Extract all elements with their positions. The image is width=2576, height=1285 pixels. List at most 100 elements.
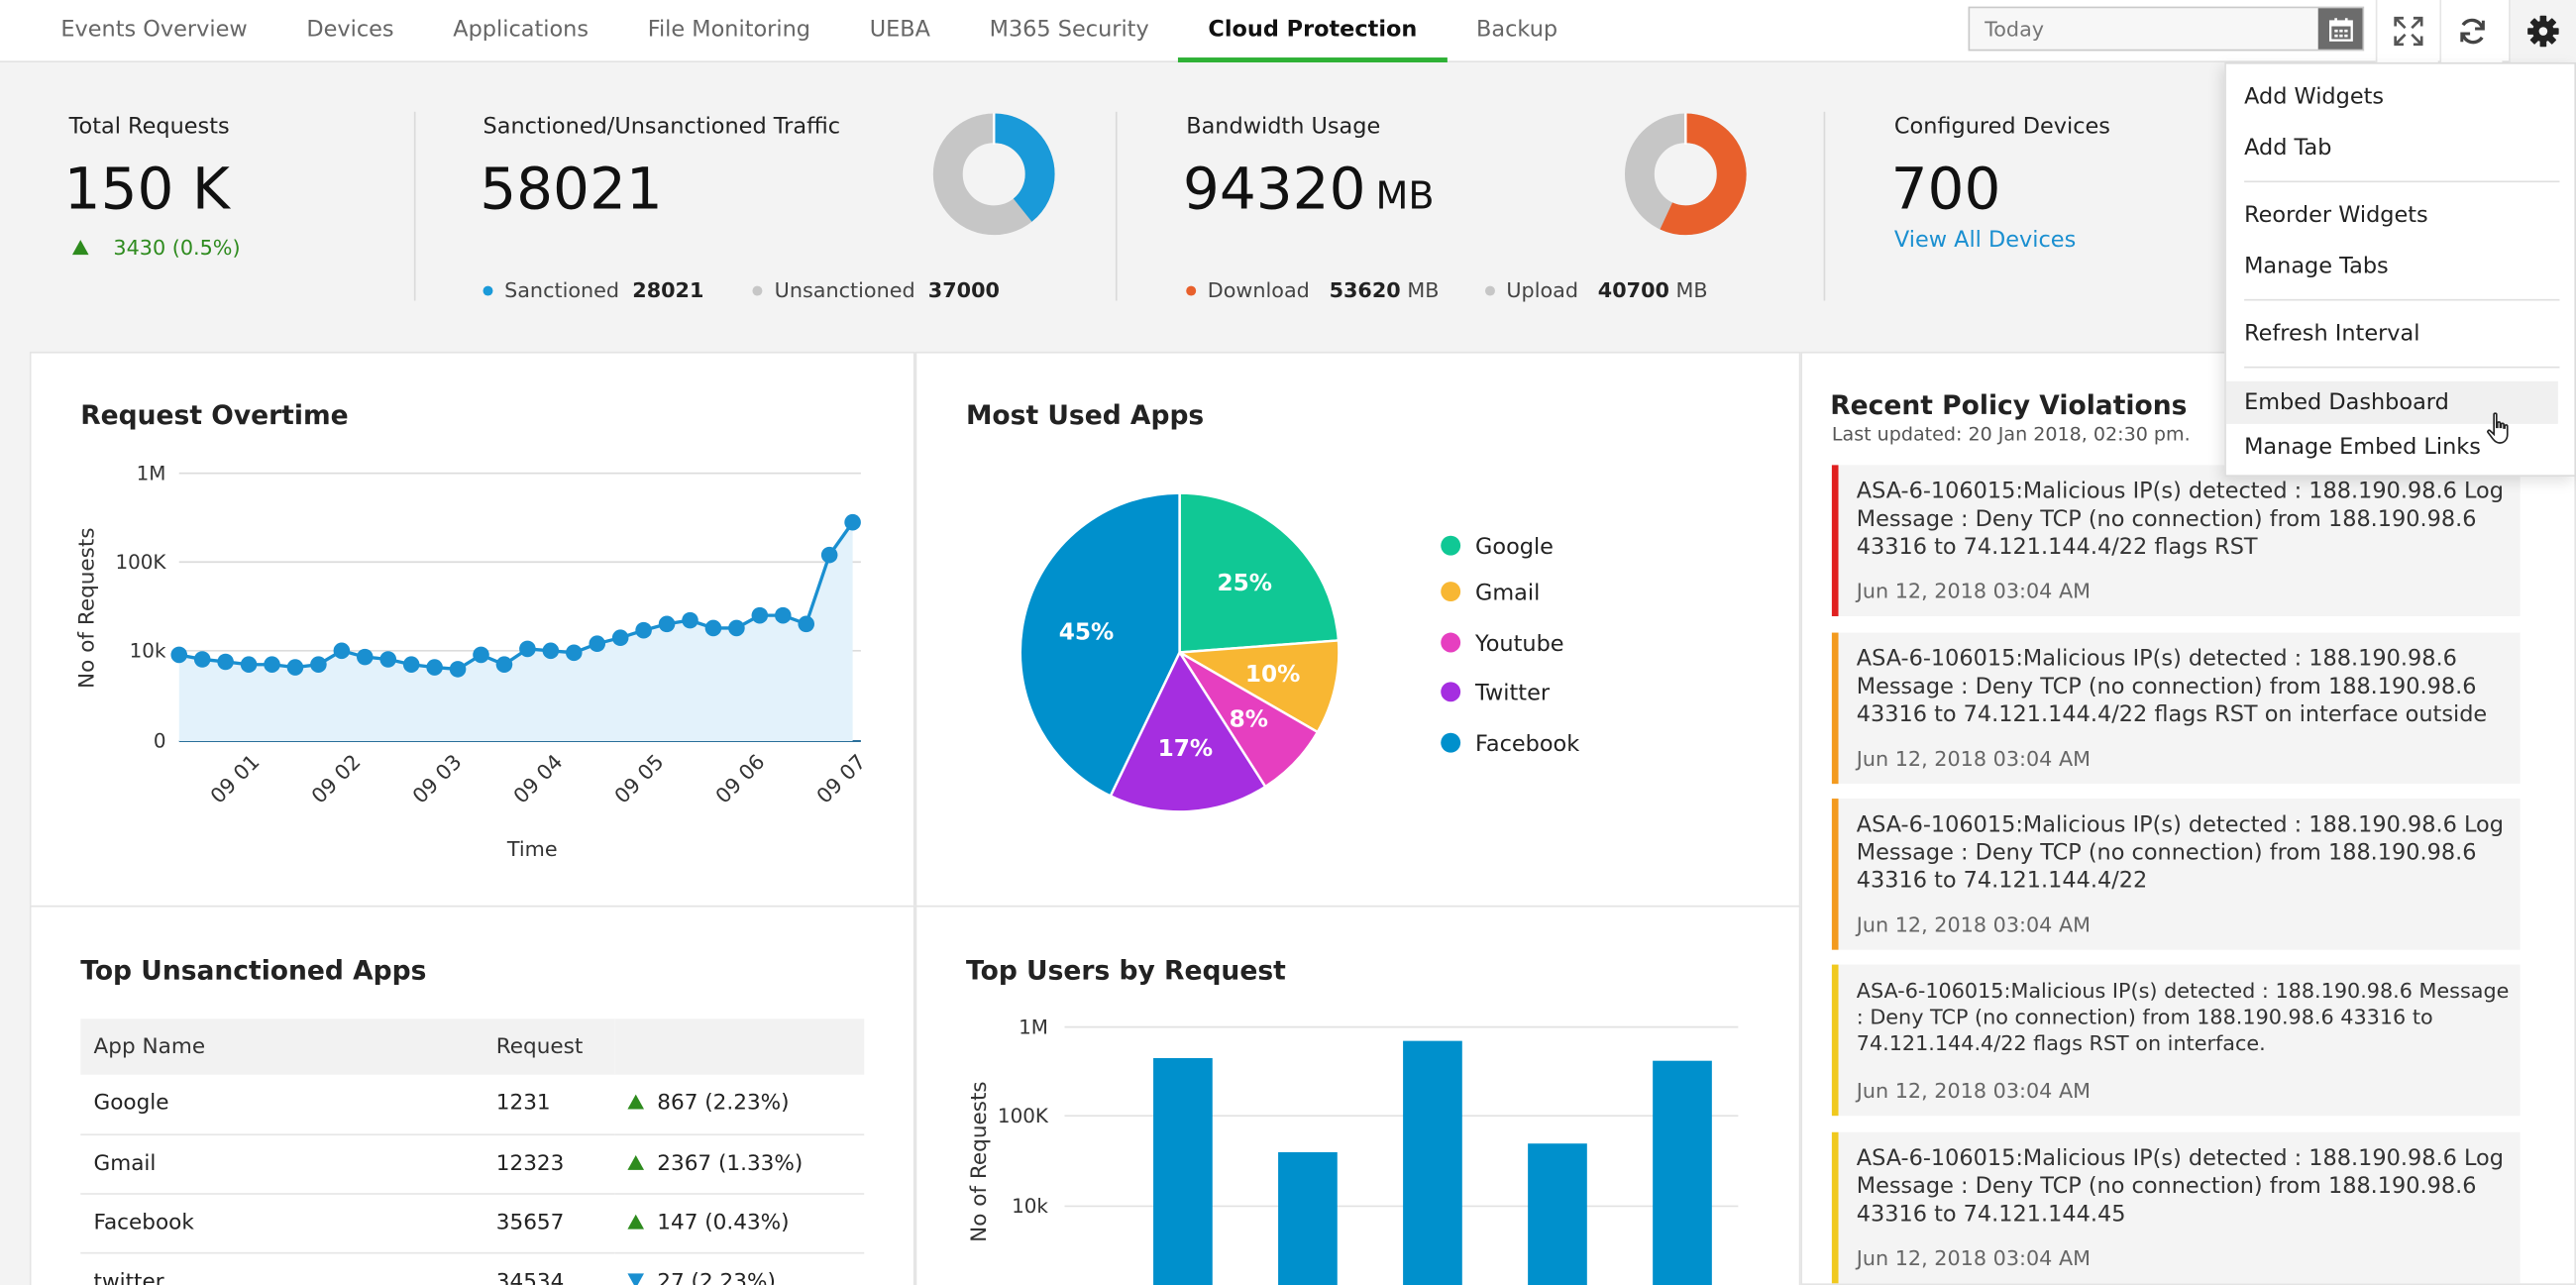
legend-swatch (1441, 732, 1461, 753)
data-point (589, 635, 606, 653)
x-axis-label: Time (506, 837, 558, 861)
violation-message: ASA-6-106015:Malicious IP(s) detected : … (1856, 811, 2504, 895)
tab-m365-security[interactable]: M365 Security (989, 16, 1149, 44)
data-point (217, 653, 234, 671)
data-point (565, 644, 583, 662)
tab-events-overview[interactable]: Events Overview (60, 16, 248, 44)
date-input[interactable] (1970, 8, 2318, 50)
settings-button[interactable] (2509, 0, 2576, 63)
menu-item-reorder-widgets[interactable]: Reorder Widgets (2244, 202, 2428, 229)
y-tick-label: 10k (1012, 1195, 1048, 1218)
bar (1653, 1060, 1712, 1285)
col-request[interactable]: Request (483, 1018, 615, 1075)
calendar-button[interactable] (2317, 8, 2363, 50)
data-point (473, 646, 489, 664)
data-point (333, 642, 351, 660)
tab-cloud-protection[interactable]: Cloud Protection (1178, 0, 1448, 63)
request-cell: 35657 (483, 1193, 615, 1253)
change-cell: 867 (2.23%) (614, 1074, 865, 1135)
bandwidth-legend: Download 53620 MB Upload 40700 MB (1186, 277, 1708, 302)
change-value: 2367 (1.33%) (657, 1150, 804, 1176)
devices-value: 700 (1890, 158, 2001, 224)
violation-message: ASA-6-106015:Malicious IP(s) detected : … (1856, 1145, 2504, 1228)
table-row[interactable]: Facebook 35657 147 (0.43%) (80, 1193, 865, 1253)
y-tick-label: 1M (137, 462, 166, 484)
triangle-up-icon (627, 1213, 645, 1229)
data-point (635, 621, 652, 639)
violation-item[interactable]: ASA-6-106015:Malicious IP(s) detected : … (1831, 465, 2521, 616)
legend-entry: Twitter (1474, 681, 1551, 706)
data-point (704, 619, 722, 637)
tab-ueba[interactable]: UEBA (869, 16, 930, 44)
data-point (193, 651, 211, 668)
total-requests-change: 3430 (0.5%) (71, 235, 241, 261)
upload-dot (1484, 284, 1495, 295)
menu-item-manage-embed-links[interactable]: Manage Embed Links (2244, 433, 2481, 461)
slice-label: 25% (1217, 570, 1272, 596)
y-tick-label: 1M (1019, 1016, 1048, 1038)
total-requests-title: Total Requests (68, 113, 230, 140)
menu-item-manage-tabs[interactable]: Manage Tabs (2244, 253, 2389, 279)
data-point (682, 611, 698, 629)
violation-item[interactable]: ASA-6-106015:Malicious IP(s) detected : … (1831, 1131, 2521, 1284)
x-tick-label: 09 06 (711, 750, 770, 808)
violation-item[interactable]: ASA-6-106015:Malicious IP(s) detected : … (1831, 964, 2521, 1117)
summary-row: Total Requests 150 K 3430 (0.5%) Sanctio… (0, 62, 2576, 349)
violation-time: Jun 12, 2018 03:04 AM (1856, 746, 2092, 771)
app-name-cell: Google (80, 1074, 483, 1135)
legend-entry: Google (1475, 534, 1554, 560)
data-point (844, 513, 861, 531)
data-point (170, 646, 188, 664)
view-all-devices-link[interactable]: View All Devices (1893, 226, 2077, 254)
bandwidth-donut (1624, 113, 1747, 236)
x-tick-label: 09 01 (206, 750, 265, 808)
unsanctioned-apps-table: App Name Request Google 1231 867 (2.23%)… (80, 1018, 865, 1285)
most-used-apps-title: Most Used Apps (966, 399, 1205, 431)
menu-item-refresh-interval[interactable]: Refresh Interval (2244, 320, 2420, 347)
change-value: 867 (2.23%) (657, 1091, 790, 1117)
menu-item-add-tab[interactable]: Add Tab (2244, 135, 2332, 161)
data-point (798, 615, 815, 633)
violation-item[interactable]: ASA-6-106015:Malicious IP(s) detected : … (1831, 799, 2521, 950)
divider (1823, 111, 1826, 301)
devices-card: Configured Devices 700 View All Devices (1825, 62, 2224, 349)
total-requests-change-value: 3430 (0.5%) (113, 235, 241, 261)
data-point (519, 640, 536, 658)
bandwidth-value: 94320 (1182, 158, 1366, 224)
tab-file-monitoring[interactable]: File Monitoring (647, 16, 811, 44)
total-requests-value: 150 K (63, 158, 230, 224)
violation-item[interactable]: ASA-6-106015:Malicious IP(s) detected : … (1831, 632, 2521, 785)
top-unsanctioned-apps-panel: Top Unsanctioned Apps App Name Request G… (29, 905, 915, 1285)
tab-applications[interactable]: Applications (453, 16, 590, 44)
traffic-title: Sanctioned/Unsanctioned Traffic (483, 113, 841, 140)
change-cell: 2367 (1.33%) (614, 1133, 865, 1194)
request-overtime-chart: 0 10k 100K 1M 09 01 09 02 09 03 09 04 09 05 09 06… (75, 462, 871, 861)
data-point (820, 546, 838, 564)
sanctioned-value: 28021 (632, 277, 704, 303)
top-navigation: Events Overview Devices Applications Fil… (0, 0, 2576, 63)
refresh-button[interactable] (2439, 0, 2503, 63)
change-value: 147 (0.43%) (657, 1210, 790, 1235)
bandwidth-unit: MB (1375, 175, 1435, 219)
menu-item-add-widgets[interactable]: Add Widgets (2244, 83, 2385, 111)
y-tick-label: 10k (130, 639, 166, 662)
data-point (402, 656, 420, 673)
col-app-name[interactable]: App Name (80, 1018, 483, 1075)
sanctioned-label: Sanctioned (504, 277, 620, 303)
menu-separator (2244, 180, 2560, 183)
app-name-cell: Gmail (80, 1133, 483, 1194)
table-row[interactable]: twitter 34534 27 (2.23%) (80, 1251, 865, 1285)
x-tick-label: 09 05 (610, 750, 669, 808)
policy-violations-title: Recent Policy Violations (1830, 389, 2188, 421)
tab-devices[interactable]: Devices (306, 16, 394, 44)
table-row[interactable]: Gmail 12323 2367 (1.33%) (80, 1133, 865, 1194)
fullscreen-button[interactable] (2375, 0, 2438, 63)
app-name-cell: Facebook (80, 1193, 483, 1253)
data-point (728, 619, 745, 637)
menu-item-embed-dashboard[interactable]: Embed Dashboard (2225, 380, 2558, 424)
table-row[interactable]: Google 1231 867 (2.23%) (80, 1074, 865, 1135)
tab-backup[interactable]: Backup (1476, 16, 1558, 44)
pie-slice-google (1178, 491, 1341, 654)
download-dot (1186, 284, 1197, 295)
